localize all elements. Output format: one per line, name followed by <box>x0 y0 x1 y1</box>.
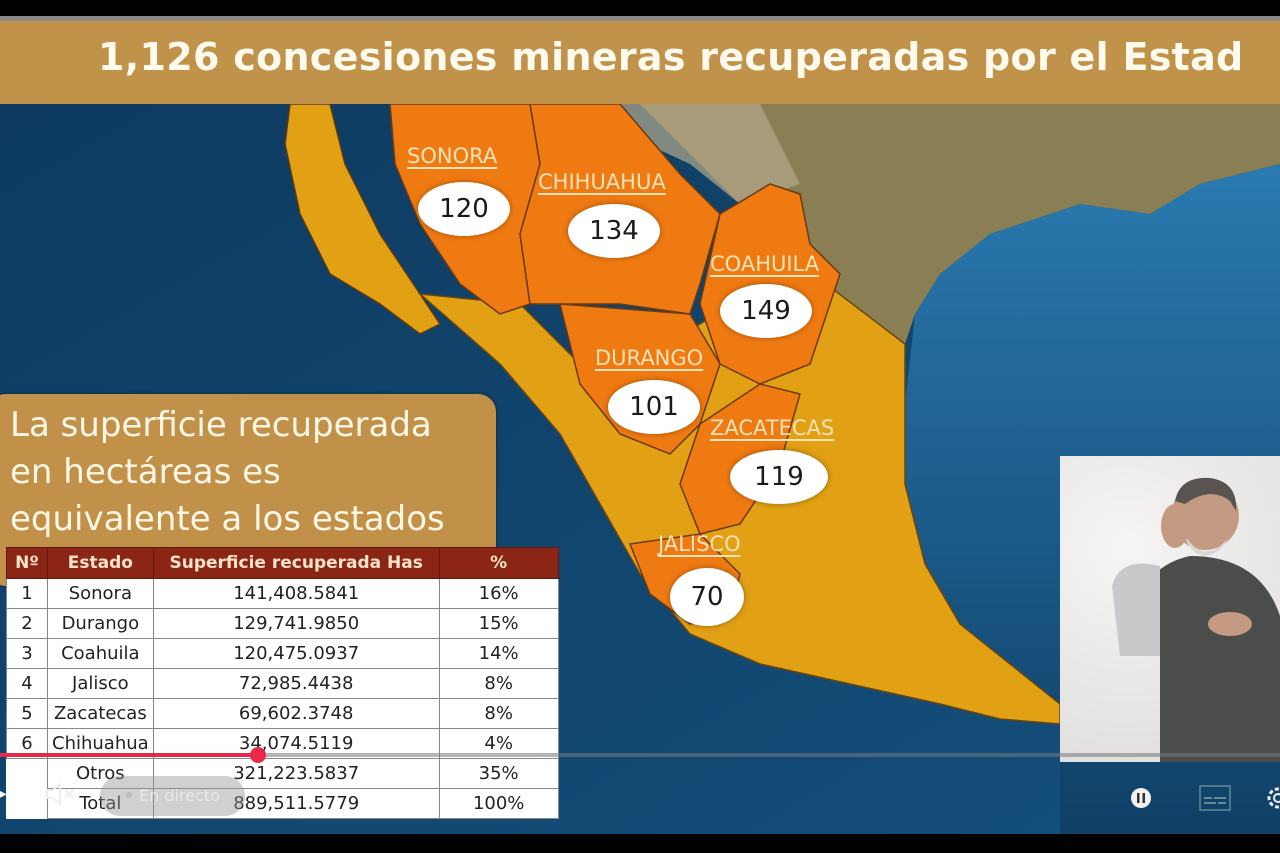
live-badge[interactable] <box>100 776 245 816</box>
count-bubble-chihuahua: 134 <box>568 204 660 258</box>
settings-icon <box>1267 787 1280 809</box>
count-bubble-jalisco: 70 <box>670 568 744 626</box>
state-label-zacatecas: ZACATECAS <box>710 416 835 440</box>
count-bubble-sonora: 120 <box>418 182 510 236</box>
state-label-jalisco: JALISCO <box>658 532 741 556</box>
mute-icon <box>46 781 74 807</box>
settings-button[interactable] <box>1264 784 1280 816</box>
header-number: Nº <box>6 547 48 579</box>
pause-icon <box>1131 788 1151 808</box>
header-state: Estado <box>47 547 154 579</box>
table-row-others: Otros 321,223.5837 35% <box>7 758 559 789</box>
state-label-coahuila: COAHUILA <box>710 252 820 276</box>
top-strip <box>0 16 1280 21</box>
sign-language-interpreter-inset <box>1060 456 1280 762</box>
play-icon[interactable]: ▶ <box>0 786 7 802</box>
state-label-chihuahua: CHIHUAHUA <box>538 170 666 194</box>
pause-button[interactable] <box>1130 787 1152 813</box>
progress-scrubber[interactable] <box>250 747 266 763</box>
table-row: 2 Durango 129,741.9850 15% <box>6 608 559 639</box>
header-surface: Superficie recuperada Has <box>152 547 440 579</box>
video-player[interactable]: 1,126 concesiones mineras recuperadas po… <box>0 16 1280 834</box>
surface-table: Nº Estado Superficie recuperada Has % 1 … <box>6 547 559 819</box>
count-bubble-coahuila: 149 <box>720 284 812 338</box>
video-progress-bar[interactable] <box>0 747 1280 763</box>
info-line-3: equivalente a los estados <box>10 499 445 539</box>
header-percent: % <box>438 547 559 579</box>
state-label-durango: DURANGO <box>595 346 704 370</box>
subtitles-icon <box>1199 785 1231 811</box>
table-header-row: Nº Estado Superficie recuperada Has % <box>6 547 559 579</box>
table-row: 1 Sonora 141,408.5841 16% <box>6 578 559 609</box>
info-line-2: en hectáreas es <box>10 452 281 492</box>
table-row: 4 Jalisco 72,985.4438 8% <box>6 668 559 699</box>
subtitles-button[interactable] <box>1199 785 1231 815</box>
info-line-1: La superficie recuperada <box>10 405 432 445</box>
title-bar: 1,126 concesiones mineras recuperadas po… <box>0 21 1280 104</box>
table-row: 3 Coahuila 120,475.0937 14% <box>6 638 559 669</box>
state-label-sonora: SONORA <box>407 144 498 168</box>
table-row-total: Total 889,511.5779 100% <box>7 788 559 819</box>
slide-title: 1,126 concesiones mineras recuperadas po… <box>98 35 1244 79</box>
progress-played <box>0 753 258 757</box>
count-bubble-zacatecas: 119 <box>730 450 828 504</box>
count-bubble-durango: 101 <box>608 380 700 434</box>
table-row: 5 Zacatecas 69,602.3748 8% <box>6 698 559 729</box>
mute-button[interactable] <box>44 781 80 811</box>
live-label: En directo <box>139 786 220 805</box>
interpreter-figure <box>1112 477 1280 762</box>
live-dot-icon <box>126 792 132 798</box>
